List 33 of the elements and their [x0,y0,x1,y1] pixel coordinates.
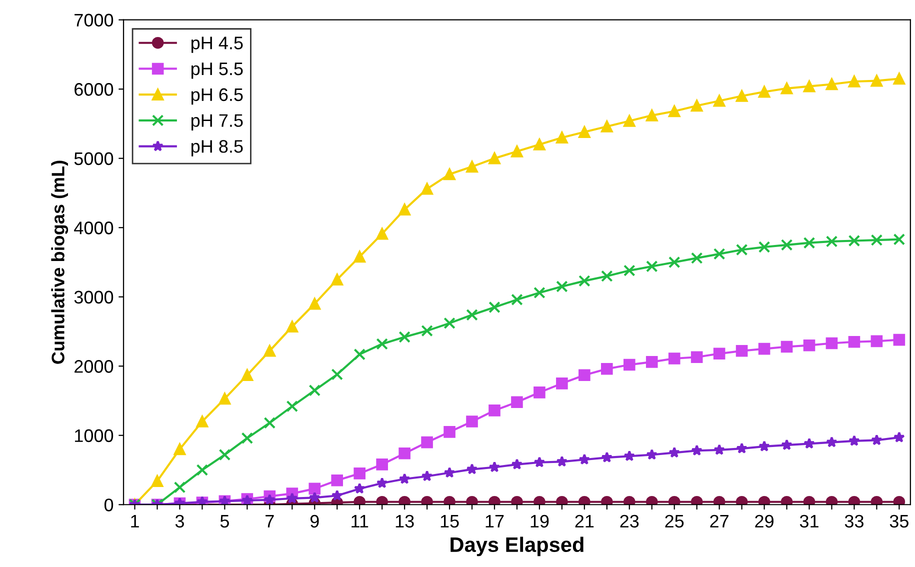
y-tick-label: 4000 [74,222,114,234]
x-tick-label: 35 [890,514,908,528]
legend-label: pH 6.5 [191,88,243,105]
y-axis-title: Cumulative biogas (mL) [51,160,68,364]
y-tick-label: 3000 [74,290,114,304]
legend-label: pH 5.5 [191,62,243,79]
x-tick-label: 33 [844,514,864,528]
x-tick-label: 27 [710,514,728,528]
x-tick-label: 21 [575,514,594,528]
x-tick-label: 11 [352,515,368,528]
x-tick-label: 15 [440,515,459,528]
x-tick-label: 19 [530,514,549,528]
x-tick-label: 3 [175,514,184,528]
x-tick-label: 9 [310,514,319,528]
y-tick-label: 5000 [74,152,114,166]
x-tick-label: 31 [800,514,818,528]
x-tick-label: 1 [131,515,139,528]
legend-label: pH 7.5 [191,114,243,131]
legend-label: pH 8.5 [191,140,243,156]
x-tick-label: 25 [665,514,684,528]
x-tick-label: 17 [486,515,504,528]
x-axis-title: Days Elapsed [450,536,584,556]
y-tick-label: 1000 [75,429,114,442]
x-tick-label: 13 [396,514,414,528]
y-tick-label: 2000 [74,360,114,373]
x-tick-label: 7 [266,515,274,528]
y-tick-label: 6000 [74,83,114,96]
legend-label: pH 4.5 [191,36,243,53]
x-tick-label: 5 [220,515,229,528]
y-tick-label: 0 [104,498,114,512]
y-tick-label: 7000 [74,14,114,27]
x-tick-label: 29 [755,514,774,528]
x-tick-label: 23 [620,514,639,528]
